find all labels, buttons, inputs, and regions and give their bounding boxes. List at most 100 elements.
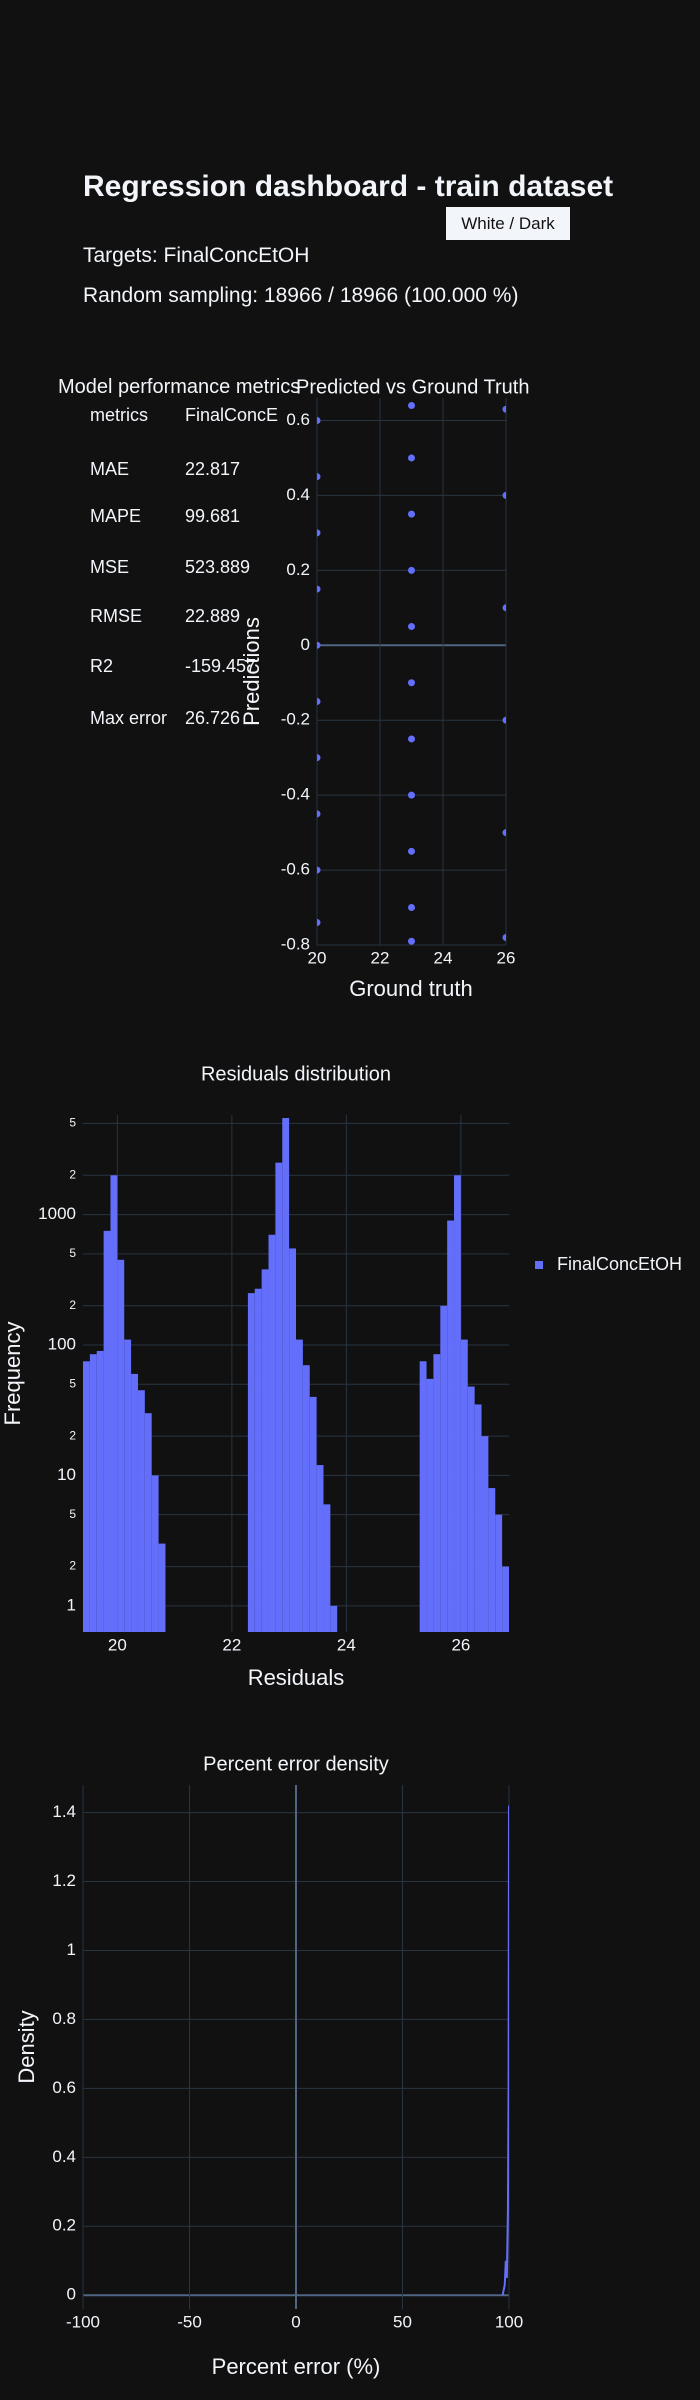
bar [89, 1354, 97, 1632]
point [408, 937, 415, 945]
point [317, 866, 321, 874]
table-cell: FinalConcEtOH [185, 405, 278, 425]
table-cell: Max error [90, 708, 168, 728]
y-axis-label: Predictions [239, 617, 264, 726]
bar [495, 1514, 503, 1632]
bar [110, 1175, 118, 1632]
point [408, 454, 415, 462]
bar [488, 1488, 496, 1632]
y-tick-label: -0.8 [281, 934, 310, 953]
x-axis-label: Residuals [248, 1665, 345, 1690]
point [317, 810, 321, 818]
point [317, 473, 321, 481]
y-tick-label: 2 [69, 1298, 76, 1312]
x-tick-label: 26 [451, 1635, 470, 1654]
targets: Targets: FinalConcEtOH [83, 244, 310, 267]
bar [83, 1361, 90, 1632]
point [408, 847, 415, 855]
bar [103, 1230, 111, 1632]
bar [158, 1543, 166, 1632]
point [317, 697, 321, 705]
x-tick-label: 50 [393, 2312, 412, 2331]
bar [124, 1339, 132, 1632]
x-axis-label: Ground truth [349, 976, 473, 1001]
table-cell: MAE [90, 459, 130, 479]
bar [144, 1413, 152, 1632]
bar [323, 1504, 331, 1632]
point [502, 829, 506, 837]
y-tick-label: 1.2 [52, 1871, 76, 1890]
y-tick-label: 5 [69, 1376, 76, 1390]
page-title: Regression dashboard - train dataset [83, 170, 614, 203]
y-axis-label: Frequency [0, 1322, 25, 1426]
y-tick-label: 2 [69, 1428, 76, 1442]
y-tick-label: 10 [57, 1465, 76, 1484]
table-cell: metrics [90, 405, 148, 425]
x-tick-label: 24 [337, 1635, 356, 1654]
x-tick-label: 24 [434, 948, 453, 967]
point [317, 529, 321, 537]
chart-title: Residuals distribution [201, 1063, 391, 1085]
y-tick-label: 0.4 [286, 485, 310, 504]
point [408, 566, 415, 574]
y-tick-label: 1.4 [52, 1802, 76, 1821]
y-tick-label: 1 [67, 1940, 76, 1959]
bar [460, 1339, 468, 1632]
point [408, 679, 415, 687]
y-tick-label: 5 [69, 1116, 76, 1130]
x-tick-label: 100 [495, 2312, 523, 2331]
table-cell: MSE [90, 557, 130, 577]
y-tick-label: 5 [69, 1246, 76, 1260]
point [502, 934, 506, 942]
bar [117, 1259, 125, 1632]
point [502, 604, 506, 612]
table-cell: R2 [90, 656, 114, 676]
point [317, 754, 321, 762]
x-tick-label: 20 [308, 948, 327, 967]
table-cell: MAPE [90, 506, 142, 526]
y-tick-label: 0.6 [286, 410, 310, 429]
point [502, 716, 506, 724]
bar [296, 1339, 303, 1632]
y-tick-label: 0.2 [286, 560, 310, 579]
y-tick-label: 1 [67, 1595, 76, 1614]
table-cell: 22.889 [185, 606, 241, 626]
y-tick-label: 0 [301, 635, 310, 654]
table-cell: -159.457 [185, 656, 257, 676]
plot-area [83, 1118, 509, 1632]
point [408, 401, 415, 409]
bar [447, 1220, 455, 1632]
point [408, 791, 415, 799]
y-tick-label: -0.4 [281, 785, 310, 804]
y-tick-label: 0 [67, 2285, 76, 2304]
x-tick-label: 20 [108, 1635, 127, 1654]
x-tick-label: 22 [371, 948, 390, 967]
bar [151, 1475, 159, 1632]
y-tick-label: -0.2 [281, 710, 310, 729]
bar [254, 1288, 262, 1632]
bar [433, 1354, 441, 1632]
y-tick-label: 100 [48, 1334, 76, 1353]
y-tick-label: 0.8 [52, 2009, 76, 2028]
bar [419, 1361, 427, 1632]
y-tick-label: -0.6 [281, 860, 310, 879]
bar [247, 1293, 255, 1632]
y-tick-label: 1000 [38, 1204, 76, 1223]
bar [467, 1386, 475, 1632]
point [317, 641, 321, 649]
chart-title: Predicted vs Ground Truth [296, 376, 529, 398]
bar [302, 1365, 310, 1632]
x-axis-label: Percent error (%) [212, 2354, 381, 2379]
bar [309, 1396, 317, 1632]
line [501, 1805, 509, 2296]
bar [481, 1436, 489, 1632]
chart-title: Percent error density [203, 1753, 389, 1775]
bar [261, 1269, 269, 1632]
theme-toggle[interactable]: White / Dark [446, 207, 570, 240]
y-tick-label: 0.4 [52, 2147, 76, 2166]
sampling: Random sampling: 18966 / 18966 (100.000 … [83, 284, 519, 307]
x-tick-label: 26 [497, 948, 516, 967]
y-tick-label: 0.2 [52, 2216, 76, 2235]
